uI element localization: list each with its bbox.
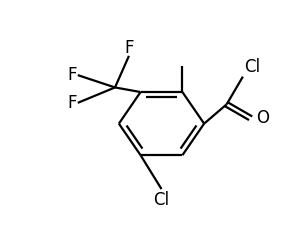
Text: F: F — [67, 94, 76, 112]
Text: Cl: Cl — [244, 58, 260, 76]
Text: F: F — [124, 39, 134, 57]
Text: F: F — [67, 66, 76, 84]
Text: Cl: Cl — [153, 191, 170, 209]
Text: O: O — [256, 109, 269, 127]
